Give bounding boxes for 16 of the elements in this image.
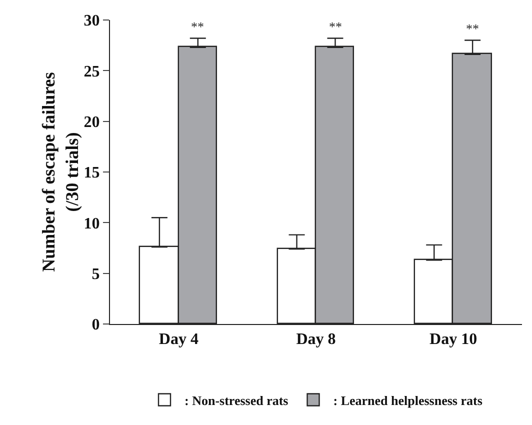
y-tick-label: 30 (84, 12, 100, 30)
annotation: ** (191, 19, 204, 34)
y-axis-title: Number of escape failures (/30 trials) (38, 72, 82, 272)
y-tick-label: 20 (84, 114, 100, 131)
y-tick-label: 15 (84, 164, 100, 182)
y-tick-label: 0 (92, 316, 100, 334)
y-tick-label: 10 (84, 215, 100, 232)
x-tick-label: Day 10 (430, 331, 478, 348)
annotation: ** (329, 19, 342, 34)
legend-label: : Non-stressed rats (184, 392, 288, 408)
annotation: ** (466, 21, 479, 36)
x-tick-label: Day 4 (158, 331, 198, 348)
y-tick-label: 25 (84, 63, 100, 80)
x-tick-label: Day 8 (296, 331, 336, 348)
y-tick-label: 5 (92, 266, 100, 283)
legend-label: : Learned helplessness rats (333, 392, 482, 408)
